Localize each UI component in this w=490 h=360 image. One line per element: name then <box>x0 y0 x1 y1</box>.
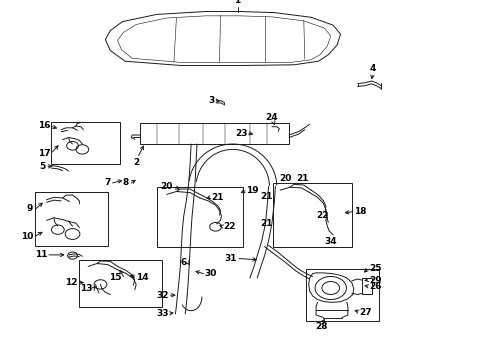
Text: 14: 14 <box>136 273 149 282</box>
Bar <box>306 269 379 321</box>
Bar <box>362 278 372 294</box>
Text: 5: 5 <box>39 162 46 171</box>
Text: 20: 20 <box>279 174 292 183</box>
Text: 25: 25 <box>369 264 382 273</box>
Text: 24: 24 <box>266 113 278 122</box>
Text: 21: 21 <box>260 192 272 201</box>
Text: 15: 15 <box>109 273 122 282</box>
Bar <box>79 260 162 307</box>
Text: 12: 12 <box>65 278 77 287</box>
Text: 23: 23 <box>235 129 247 138</box>
Text: 22: 22 <box>316 211 329 220</box>
Text: 33: 33 <box>156 309 169 318</box>
Bar <box>157 187 243 247</box>
Text: 31: 31 <box>224 254 237 263</box>
Text: 27: 27 <box>359 307 372 317</box>
Text: 6: 6 <box>181 258 187 266</box>
Text: 2: 2 <box>133 158 139 167</box>
Bar <box>35 192 108 246</box>
Text: 19: 19 <box>246 186 259 194</box>
Text: 8: 8 <box>122 178 129 187</box>
Text: 21: 21 <box>260 219 272 228</box>
Text: 17: 17 <box>38 149 50 158</box>
Text: 26: 26 <box>369 282 382 291</box>
Text: 9: 9 <box>27 204 33 212</box>
Text: 22: 22 <box>223 222 236 231</box>
Text: 11: 11 <box>34 251 47 259</box>
Text: 10: 10 <box>21 233 33 241</box>
Bar <box>51 122 120 164</box>
Text: 13: 13 <box>79 284 92 293</box>
Text: 7: 7 <box>104 178 110 187</box>
Text: 32: 32 <box>156 291 169 300</box>
Text: 28: 28 <box>315 322 328 331</box>
Text: 29: 29 <box>369 276 382 284</box>
Text: 16: 16 <box>38 122 50 130</box>
Text: 1: 1 <box>235 0 241 5</box>
Text: 18: 18 <box>354 207 367 216</box>
Text: 21: 21 <box>296 174 309 183</box>
Text: 21: 21 <box>212 193 224 202</box>
Text: 34: 34 <box>324 237 337 246</box>
Bar <box>273 183 352 247</box>
Text: 3: 3 <box>208 96 214 105</box>
Text: 20: 20 <box>160 182 172 191</box>
Text: 4: 4 <box>369 64 376 73</box>
Text: 30: 30 <box>205 269 217 278</box>
Bar <box>140 123 289 144</box>
